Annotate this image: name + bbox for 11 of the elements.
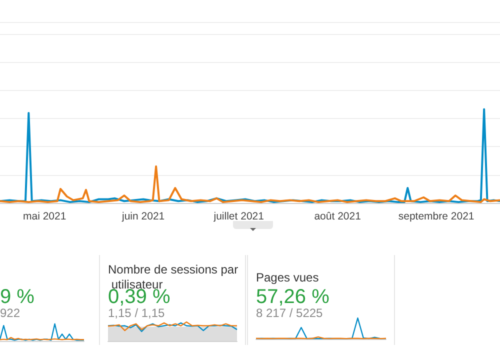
text: 922 (0, 306, 20, 320)
x-tick-label: mai 2021 (22, 210, 66, 222)
text: 9 % (0, 286, 35, 308)
x-tick-label: juin 2021 (121, 210, 165, 222)
annotation: 8 217 / 5225 (256, 306, 324, 320)
x-tick-label: juillet 2021 (212, 210, 264, 222)
x-tick-label: août 2021 (314, 210, 362, 222)
text: 1,15 / 1,15 (108, 306, 166, 320)
chart-title: Pages vues (256, 270, 319, 284)
x-tick-label: septembre 2021 (398, 210, 474, 222)
text: 57,26 % (256, 286, 330, 308)
